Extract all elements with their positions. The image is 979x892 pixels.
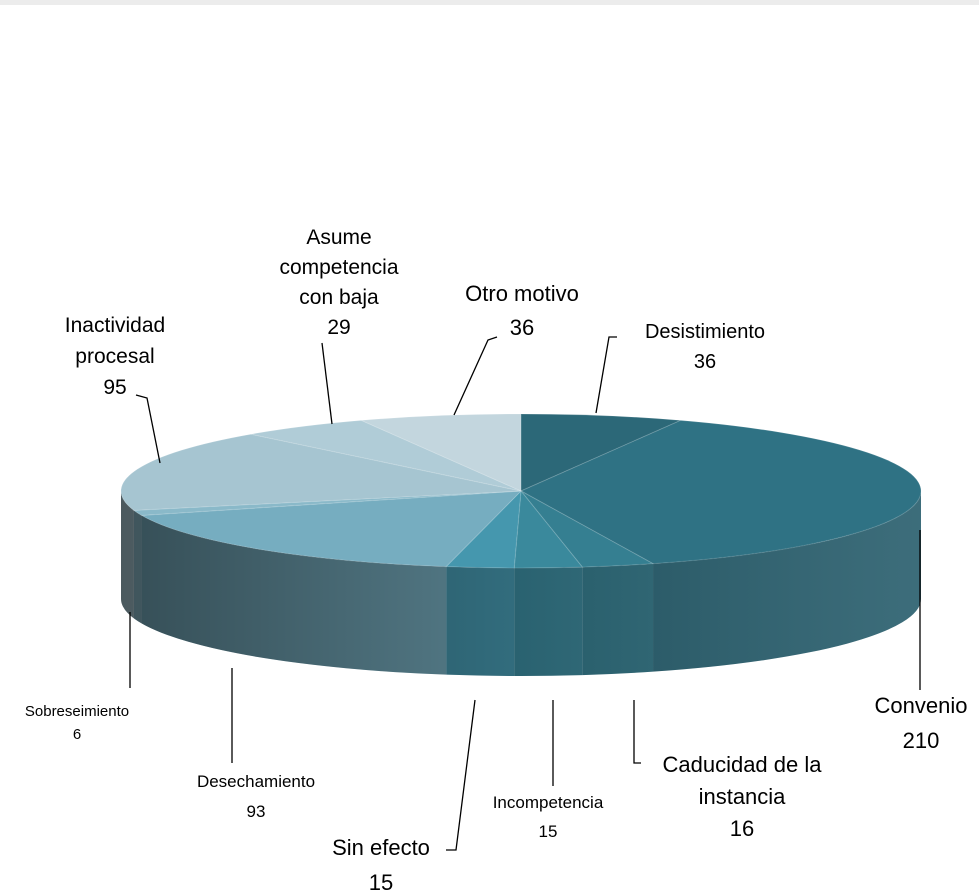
data-label-line: 15 bbox=[369, 870, 393, 892]
data-label-line: 93 bbox=[247, 802, 266, 821]
pie-slice-desistimiento bbox=[520, 413, 681, 492]
data-label-line: Incompetencia bbox=[493, 793, 604, 812]
data-label-5: Desechamiento 93 bbox=[197, 772, 315, 821]
data-label-4: Sin efecto 15 bbox=[332, 835, 430, 892]
pie-slice-asume-competencia-con-baja bbox=[250, 419, 522, 492]
data-label-0: Desistimiento 36 bbox=[645, 321, 765, 373]
leader-line-7 bbox=[135, 394, 161, 464]
leader-line-4 bbox=[446, 699, 476, 851]
window-top-bar bbox=[0, 0, 979, 5]
leader-line-8 bbox=[321, 342, 333, 425]
data-label-line: 6 bbox=[73, 726, 81, 743]
data-label-line: procesal bbox=[75, 345, 154, 368]
pie-slice-incompetencia bbox=[513, 489, 584, 569]
pie-slice-desechamiento bbox=[139, 490, 523, 568]
data-label-7: Inactividad procesal 95 bbox=[65, 314, 165, 399]
pie-slice-caducidad-de-la-instancia bbox=[520, 490, 655, 568]
data-label-line: 29 bbox=[327, 316, 350, 339]
data-label-3: Incompetencia 15 bbox=[493, 793, 604, 841]
pie-slice-convenio bbox=[519, 419, 922, 565]
data-label-line: competencia bbox=[279, 256, 398, 279]
data-label-line: instancia bbox=[699, 784, 787, 809]
data-label-line: con baja bbox=[299, 286, 379, 309]
data-label-line: Convenio bbox=[875, 693, 968, 718]
data-label-line: Otro motivo bbox=[465, 281, 579, 306]
data-label-line: Sobreseimiento bbox=[25, 703, 129, 720]
pie-slice-otro-motivo bbox=[361, 413, 522, 492]
data-label-line: Desistimiento bbox=[645, 321, 765, 343]
data-label-line: 210 bbox=[903, 728, 940, 753]
data-label-line: Sin efecto bbox=[332, 835, 430, 860]
pie-slice-sin-efecto bbox=[445, 489, 522, 569]
leader-line-9 bbox=[453, 336, 498, 416]
pie-slice-inactividad-procesal bbox=[120, 433, 522, 511]
data-label-line: Asume bbox=[306, 226, 371, 249]
leader-line-0 bbox=[595, 336, 617, 414]
data-labels: Desistimiento 36 Convenio 210 Caducidad de l… bbox=[25, 226, 968, 892]
data-label-1: Convenio 210 bbox=[875, 693, 968, 753]
data-label-line: 16 bbox=[730, 816, 754, 841]
data-label-9: Otro motivo 36 bbox=[465, 281, 579, 340]
data-label-line: 15 bbox=[539, 822, 558, 841]
data-label-8: Asume competencia con baja 29 bbox=[279, 226, 398, 339]
leader-line-2 bbox=[633, 700, 641, 764]
pie-side-faces bbox=[121, 491, 921, 676]
pie-side-shading bbox=[121, 491, 921, 676]
data-label-line: Inactividad bbox=[65, 314, 165, 337]
data-label-line: 36 bbox=[694, 351, 716, 373]
data-label-line: Caducidad de la bbox=[662, 752, 822, 777]
data-label-line: 95 bbox=[103, 376, 126, 399]
data-label-line: 36 bbox=[510, 315, 534, 340]
pie-top-faces bbox=[120, 413, 922, 569]
data-label-2: Caducidad de la instancia 16 bbox=[662, 752, 822, 841]
data-label-6: Sobreseimiento 6 bbox=[25, 703, 129, 743]
data-label-line: Desechamiento bbox=[197, 772, 315, 791]
pie-slice-sobreseimiento bbox=[132, 490, 522, 516]
leader-lines bbox=[129, 336, 921, 851]
